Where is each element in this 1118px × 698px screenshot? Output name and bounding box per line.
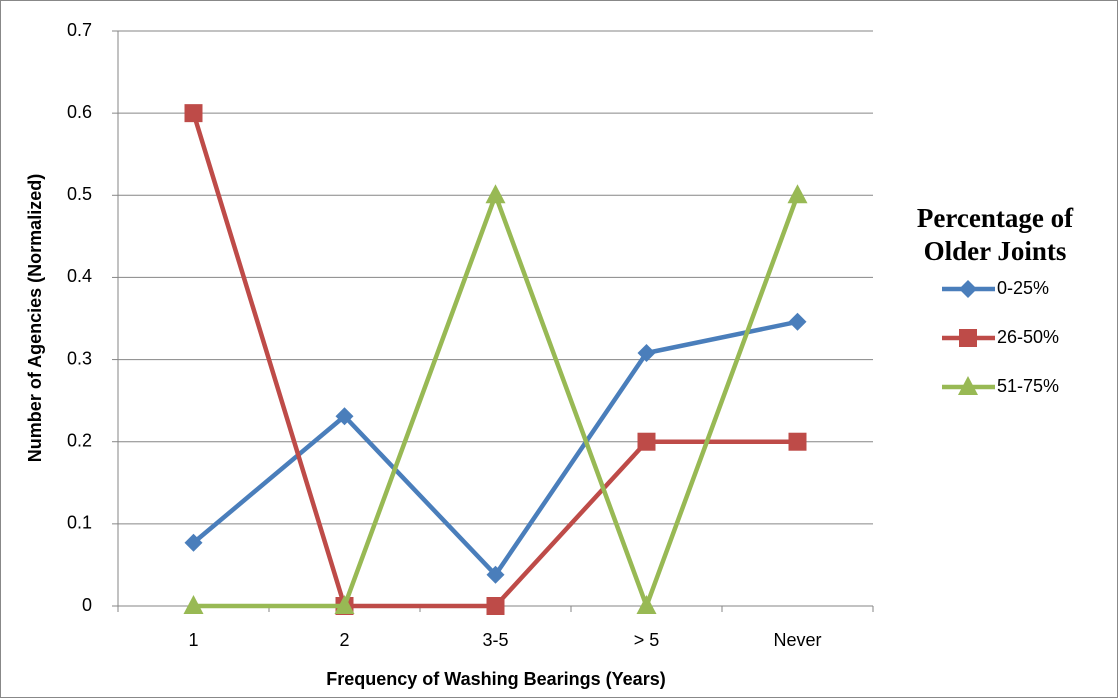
marker [334,595,355,614]
y-tick-label: 0.7 [67,20,92,40]
x-tick-label: Never [773,630,821,650]
x-tick-label: 3-5 [482,630,508,650]
marker [184,533,203,552]
legend-marker [959,280,977,298]
y-tick-label: 0.4 [67,266,92,286]
legend-title: Percentage of Older Joints [916,203,1074,266]
marker [636,595,657,614]
marker [335,407,354,426]
y-tick-label: 0.1 [67,513,92,533]
x-tick-label: > 5 [634,630,660,650]
marker [485,184,506,204]
marker [637,344,656,362]
y-tick-label: 0 [82,595,92,615]
marker [788,432,807,451]
y-axis-title: Number of Agencies (Normalized) [25,174,45,462]
marker [486,597,505,615]
y-tick-label: 0.2 [67,430,92,450]
marker [787,184,808,204]
legend-label: 0-25% [997,278,1049,298]
y-tick-label: 0.6 [67,102,92,122]
y-tick-label: 0.3 [67,348,92,368]
y-tick-label: 0.5 [67,184,92,204]
marker [637,432,656,451]
legend-label: 26-50% [997,327,1059,347]
legend-marker [958,376,978,395]
marker [788,312,807,331]
series-line [193,193,800,609]
x-tick-label: 2 [339,630,349,650]
marker [184,104,203,123]
x-tick-label: 1 [188,630,198,650]
marker [486,565,505,584]
x-axis-title: Frequency of Washing Bearings (Years) [326,669,665,689]
legend-marker [959,329,977,347]
legend-label: 51-75% [997,376,1059,396]
marker [183,595,204,614]
